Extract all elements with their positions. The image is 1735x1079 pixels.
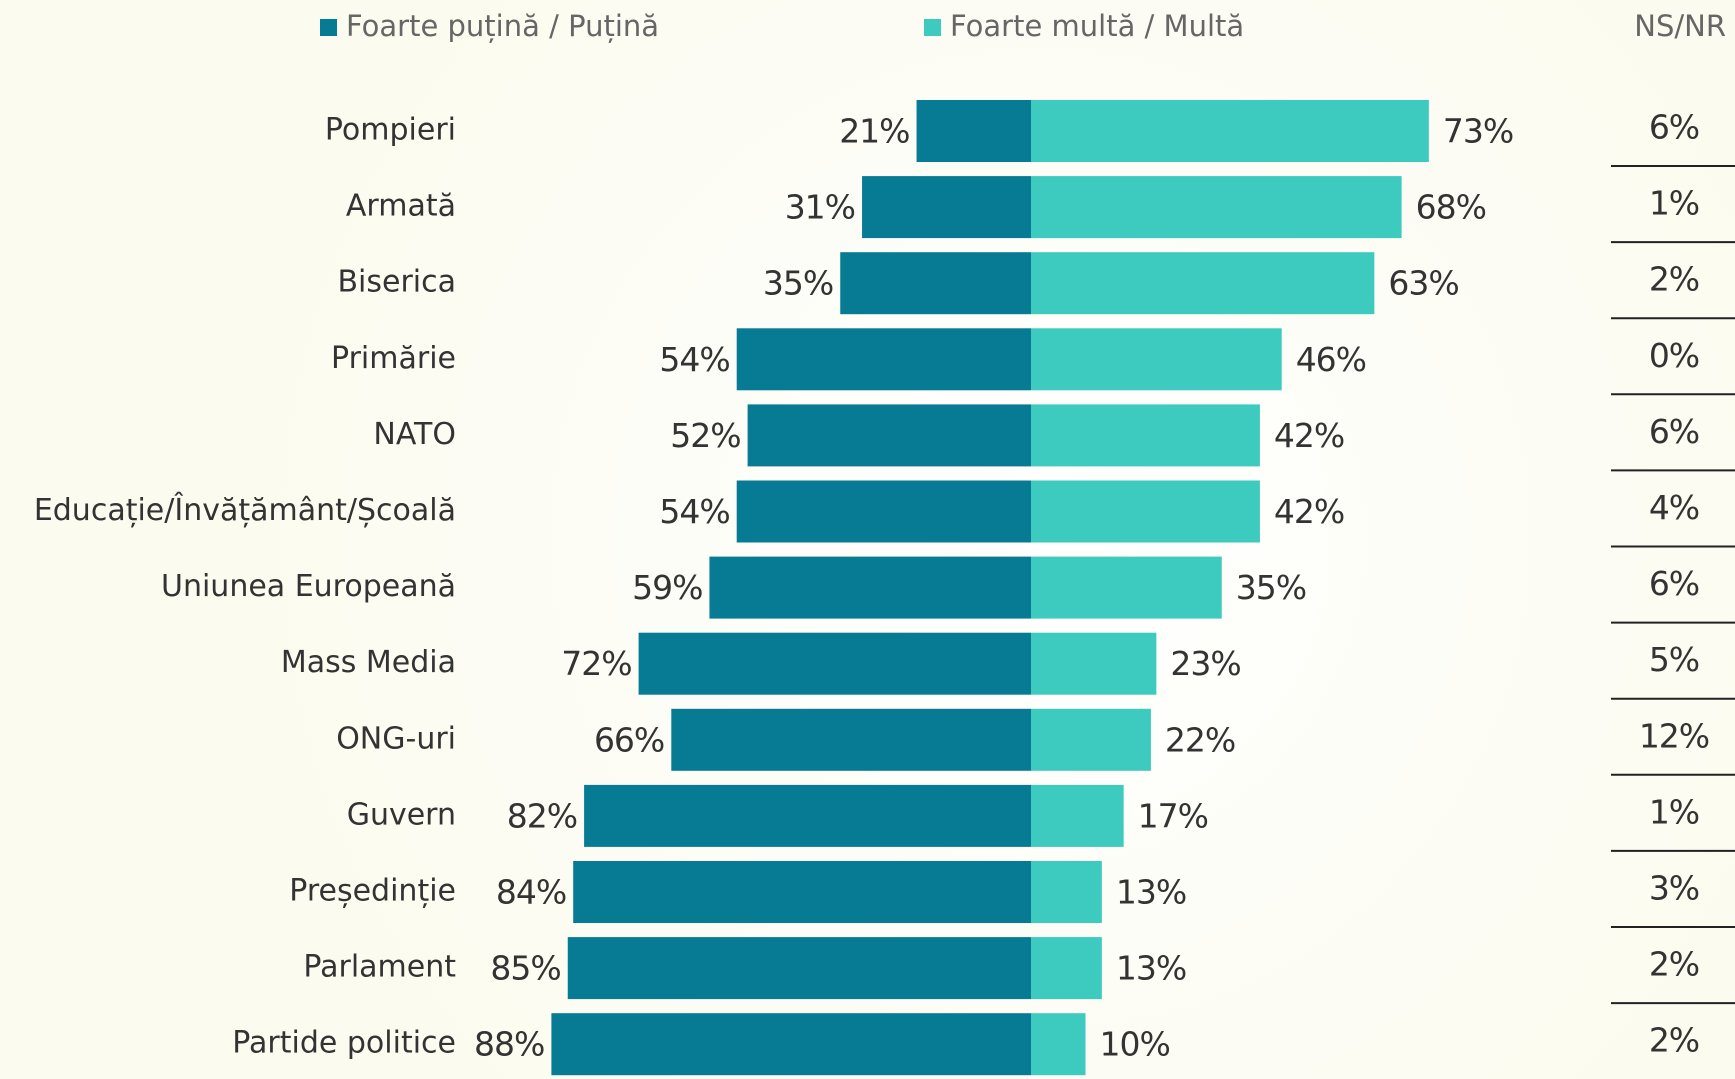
value-label: 23%	[1170, 644, 1240, 683]
column-header: NS/NR	[1634, 9, 1726, 43]
ns-nr-value: 6%	[1649, 564, 1699, 603]
value-label: 13%	[1116, 873, 1186, 912]
category-label: Partide politice	[232, 1026, 456, 1061]
bar-negative	[638, 632, 1031, 695]
category-label: Uniunea Europeană	[161, 569, 456, 604]
value-label: 13%	[1116, 949, 1186, 988]
ns-nr-value: 1%	[1649, 184, 1699, 223]
ns-nr-value: 3%	[1649, 869, 1699, 908]
ns-nr-value: 5%	[1649, 640, 1699, 679]
ns-nr-value: 12%	[1639, 716, 1709, 755]
ns-nr-value: 6%	[1649, 412, 1699, 451]
value-label: 17%	[1138, 796, 1208, 835]
value-label: 66%	[594, 720, 664, 759]
value-label: 52%	[670, 416, 740, 455]
bar-positive	[1031, 328, 1282, 391]
bar-positive	[1031, 1013, 1086, 1076]
bar-negative	[862, 176, 1031, 239]
category-label: Primărie	[331, 341, 456, 376]
value-label: 88%	[474, 1025, 544, 1064]
ns-nr-value: 2%	[1649, 260, 1699, 299]
bar-negative	[567, 937, 1031, 1000]
legend-swatch	[320, 19, 337, 36]
bar-positive	[1031, 404, 1260, 467]
bar-negative	[736, 480, 1031, 543]
category-label: NATO	[373, 417, 456, 452]
bar-positive	[1031, 556, 1222, 619]
category-label: Președinție	[289, 874, 456, 909]
legend-label: Foarte multă / Multă	[950, 9, 1244, 43]
ns-nr-value: 1%	[1649, 792, 1699, 831]
bar-negative	[573, 861, 1031, 923]
value-label: 85%	[490, 949, 560, 988]
value-label: 46%	[1296, 340, 1366, 379]
category-label: ONG-uri	[336, 721, 456, 756]
bar-positive	[1031, 937, 1102, 1000]
value-label: 59%	[632, 568, 702, 607]
category-label: Parlament	[303, 950, 456, 985]
bar-positive	[1031, 480, 1260, 543]
value-label: 63%	[1388, 264, 1458, 303]
ns-nr-value: 2%	[1649, 945, 1699, 984]
bar-negative	[671, 708, 1031, 771]
bar-negative	[840, 252, 1031, 315]
category-label: Biserica	[337, 265, 456, 300]
bar-negative	[584, 784, 1031, 847]
bar-positive	[1031, 100, 1429, 162]
bar-negative	[551, 1013, 1031, 1076]
ns-nr-value: 2%	[1649, 1021, 1699, 1060]
value-label: 54%	[659, 492, 729, 531]
bar-positive	[1031, 176, 1402, 239]
legend-label: Foarte puțină / Puțină	[346, 9, 659, 43]
bar-positive	[1031, 861, 1102, 923]
value-label: 35%	[763, 264, 833, 303]
value-label: 54%	[659, 340, 729, 379]
value-label: 21%	[839, 112, 909, 151]
category-label: Mass Media	[281, 645, 456, 680]
category-label: Guvern	[347, 797, 456, 832]
value-label: 82%	[507, 796, 577, 835]
ns-nr-value: 0%	[1649, 336, 1699, 375]
bar-positive	[1031, 708, 1151, 771]
bar-positive	[1031, 252, 1375, 315]
value-label: 73%	[1443, 112, 1513, 151]
value-label: 35%	[1236, 568, 1306, 607]
bar-positive	[1031, 784, 1124, 847]
value-label: 72%	[561, 644, 631, 683]
category-label: Armată	[346, 189, 456, 224]
value-label: 10%	[1100, 1025, 1170, 1064]
value-label: 22%	[1165, 720, 1235, 759]
bar-negative	[747, 404, 1031, 467]
ns-nr-value: 4%	[1649, 488, 1699, 527]
legend-swatch	[924, 19, 941, 36]
bar-negative	[916, 100, 1031, 162]
category-label: Educație/Învățământ/Școală	[34, 492, 456, 528]
value-label: 42%	[1274, 492, 1344, 531]
value-label: 31%	[785, 188, 855, 227]
value-label: 42%	[1274, 416, 1344, 455]
value-label: 68%	[1416, 188, 1486, 227]
category-label: Pompieri	[325, 113, 456, 148]
bar-negative	[709, 556, 1031, 619]
ns-nr-value: 6%	[1649, 108, 1699, 147]
value-label: 84%	[496, 873, 566, 912]
bar-positive	[1031, 632, 1157, 695]
bar-negative	[736, 328, 1031, 391]
